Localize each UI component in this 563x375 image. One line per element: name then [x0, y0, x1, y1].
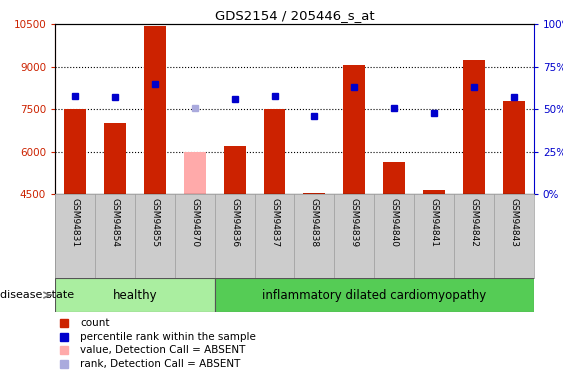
- Bar: [503, 101, 525, 194]
- Text: GSM94841: GSM94841: [430, 198, 439, 247]
- Text: inflammatory dilated cardiomyopathy: inflammatory dilated cardiomyopathy: [262, 289, 486, 302]
- Bar: [224, 146, 245, 194]
- Text: count: count: [80, 318, 110, 328]
- Text: healthy: healthy: [113, 289, 157, 302]
- Bar: [104, 123, 126, 194]
- Text: GSM94870: GSM94870: [190, 198, 199, 247]
- Text: GSM94836: GSM94836: [230, 198, 239, 247]
- Text: rank, Detection Call = ABSENT: rank, Detection Call = ABSENT: [80, 359, 240, 369]
- Text: GSM94842: GSM94842: [470, 198, 479, 246]
- Bar: [383, 162, 405, 194]
- Text: GSM94855: GSM94855: [150, 198, 159, 247]
- Text: GSM94837: GSM94837: [270, 198, 279, 247]
- Bar: [263, 110, 285, 194]
- Text: GSM94831: GSM94831: [70, 198, 79, 247]
- Bar: [303, 193, 325, 194]
- Bar: [55, 278, 215, 312]
- Bar: [463, 60, 485, 194]
- Text: GSM94838: GSM94838: [310, 198, 319, 247]
- Text: value, Detection Call = ABSENT: value, Detection Call = ABSENT: [80, 345, 245, 355]
- Text: GSM94840: GSM94840: [390, 198, 399, 247]
- Bar: [64, 110, 86, 194]
- Bar: [215, 278, 534, 312]
- Text: GSM94839: GSM94839: [350, 198, 359, 247]
- Bar: [144, 26, 166, 194]
- Bar: [423, 190, 445, 194]
- Text: percentile rank within the sample: percentile rank within the sample: [80, 332, 256, 342]
- Text: disease state: disease state: [0, 290, 74, 300]
- Title: GDS2154 / 205446_s_at: GDS2154 / 205446_s_at: [215, 9, 374, 22]
- Bar: [343, 65, 365, 194]
- Text: GSM94854: GSM94854: [110, 198, 119, 247]
- Text: GSM94843: GSM94843: [510, 198, 519, 247]
- Bar: [184, 152, 205, 194]
